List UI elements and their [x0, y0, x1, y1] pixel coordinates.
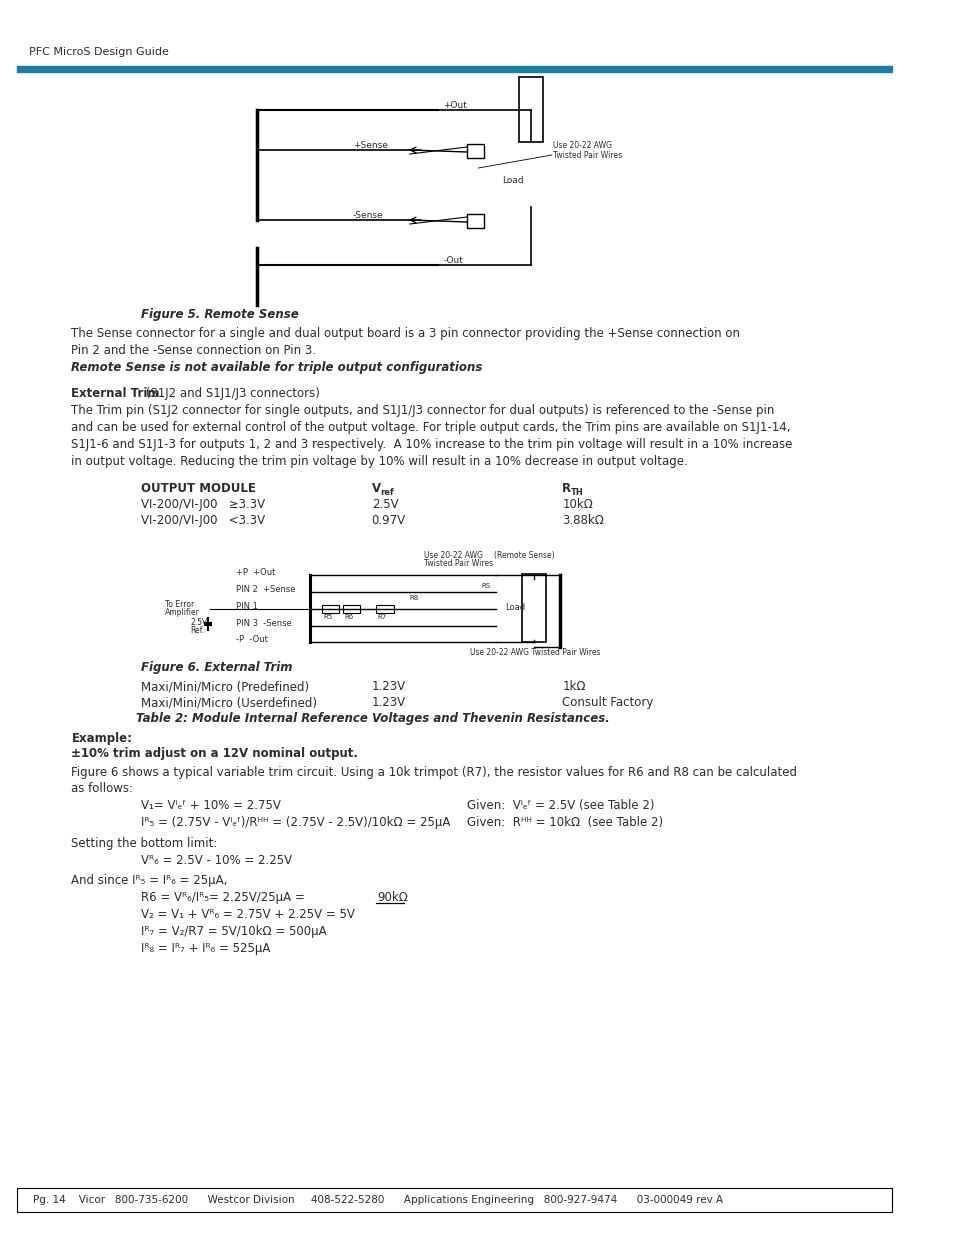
Text: Table 2: Module Internal Reference Voltages and Thevenin Resistances.: Table 2: Module Internal Reference Volta… — [136, 713, 609, 725]
Text: 2.5V: 2.5V — [191, 618, 208, 627]
Text: Consult Factory: Consult Factory — [561, 697, 653, 709]
Text: Example:: Example: — [71, 732, 132, 745]
Text: in output voltage. Reducing the trim pin voltage by 10% will result in a 10% dec: in output voltage. Reducing the trim pin… — [71, 454, 687, 468]
Text: 2.5V: 2.5V — [372, 498, 398, 511]
Text: PFC MicroS Design Guide: PFC MicroS Design Guide — [29, 47, 169, 57]
Text: Setting the bottom limit:: Setting the bottom limit: — [71, 837, 217, 850]
Bar — [518, 77, 542, 142]
Text: 1kΩ: 1kΩ — [561, 680, 585, 693]
Text: -Out: -Out — [443, 256, 462, 266]
Text: Vᴿ₆ = 2.5V - 10% = 2.25V: Vᴿ₆ = 2.5V - 10% = 2.25V — [141, 853, 292, 867]
Bar — [322, 605, 339, 613]
Text: Use 20-22 AWG Twisted Pair Wires: Use 20-22 AWG Twisted Pair Wires — [470, 648, 599, 657]
Text: (S1J2 and S1J1/J3 connectors): (S1J2 and S1J1/J3 connectors) — [142, 387, 319, 400]
Text: 10kΩ: 10kΩ — [561, 498, 593, 511]
Text: Remote Sense is not available for triple output configurations: Remote Sense is not available for triple… — [71, 361, 482, 374]
Text: Figure 6. External Trim: Figure 6. External Trim — [141, 661, 293, 674]
Text: 1.23V: 1.23V — [372, 697, 405, 709]
Text: Twisted Pair Wires: Twisted Pair Wires — [552, 151, 621, 161]
Text: R6: R6 — [344, 614, 353, 620]
Text: S1J1-6 and S1J1-3 for outputs 1, 2 and 3 respectively.  A 10% increase to the tr: S1J1-6 and S1J1-3 for outputs 1, 2 and 3… — [71, 438, 792, 451]
Text: Iᴿ₅ = (2.75V - Vⁱₑᶠ)/Rᴴᴴ = (2.75V - 2.5V)/10kΩ = 25μA: Iᴿ₅ = (2.75V - Vⁱₑᶠ)/Rᴴᴴ = (2.75V - 2.5V… — [141, 816, 450, 829]
Text: as follows:: as follows: — [71, 782, 133, 795]
Text: R: R — [561, 482, 571, 495]
Text: R5: R5 — [323, 614, 332, 620]
Text: Figure 6 shows a typical variable trim circuit. Using a 10k trimpot (R7), the re: Figure 6 shows a typical variable trim c… — [71, 766, 797, 779]
Text: VI-200/VI-J00   ≥3.3V: VI-200/VI-J00 ≥3.3V — [141, 498, 265, 511]
Bar — [521, 574, 545, 642]
Text: Load: Load — [504, 603, 525, 613]
Text: And since Iᴿ₅ = Iᴿ₆ = 25μA,: And since Iᴿ₅ = Iᴿ₆ = 25μA, — [71, 874, 228, 887]
Text: Iᴿ₈ = Iᴿ₇ + Iᴿ₆ = 525μA: Iᴿ₈ = Iᴿ₇ + Iᴿ₆ = 525μA — [141, 942, 270, 955]
Text: PIN 2  +Sense: PIN 2 +Sense — [236, 585, 295, 594]
Text: Maxi/Mini/Micro (Userdefined): Maxi/Mini/Micro (Userdefined) — [141, 697, 316, 709]
Text: Figure 5. Remote Sense: Figure 5. Remote Sense — [141, 308, 298, 321]
Bar — [467, 144, 484, 158]
Text: V: V — [372, 482, 380, 495]
Text: R8: R8 — [410, 595, 418, 601]
Bar — [17, 65, 891, 72]
Text: Iᴿ₇ = V₂/R7 = 5V/10kΩ = 500μA: Iᴿ₇ = V₂/R7 = 5V/10kΩ = 500μA — [141, 925, 326, 939]
Text: Use 20-22 AWG: Use 20-22 AWG — [424, 551, 482, 559]
Text: Given:  Rᴴᴴ = 10kΩ  (see Table 2): Given: Rᴴᴴ = 10kΩ (see Table 2) — [467, 816, 662, 829]
Text: PIN 1: PIN 1 — [236, 601, 258, 611]
Text: Amplifier: Amplifier — [165, 608, 199, 618]
Text: OUTPUT MODULE: OUTPUT MODULE — [141, 482, 255, 495]
Bar — [467, 214, 484, 228]
Text: 0.97V: 0.97V — [372, 514, 405, 527]
Text: VI-200/VI-J00   <3.3V: VI-200/VI-J00 <3.3V — [141, 514, 265, 527]
Text: V₂ = V₁ + Vᴿ₆ = 2.75V + 2.25V = 5V: V₂ = V₁ + Vᴿ₆ = 2.75V + 2.25V = 5V — [141, 908, 355, 921]
Text: RS: RS — [481, 583, 490, 589]
Text: ±10% trim adjust on a 12V nominal output.: ±10% trim adjust on a 12V nominal output… — [71, 747, 358, 760]
Text: Maxi/Mini/Micro (Predefined): Maxi/Mini/Micro (Predefined) — [141, 680, 309, 693]
Bar — [17, 1188, 891, 1212]
Text: The Trim pin (S1J2 connector for single outputs, and S1J1/J3 connector for dual : The Trim pin (S1J2 connector for single … — [71, 404, 774, 417]
Text: Ref.: Ref. — [191, 626, 205, 635]
Text: +P  +Out: +P +Out — [236, 568, 275, 577]
Text: +Sense: +Sense — [353, 141, 387, 149]
Text: (Remote Sense): (Remote Sense) — [493, 551, 554, 559]
Text: Load: Load — [501, 177, 523, 185]
Text: 3.88kΩ: 3.88kΩ — [561, 514, 603, 527]
Text: Pin 2 and the -Sense connection on Pin 3.: Pin 2 and the -Sense connection on Pin 3… — [71, 345, 316, 357]
Text: and can be used for external control of the output voltage. For triple output ca: and can be used for external control of … — [71, 421, 790, 433]
Text: External Trim: External Trim — [71, 387, 160, 400]
Text: To Error: To Error — [165, 600, 193, 609]
Text: R7: R7 — [377, 614, 386, 620]
Text: 90kΩ: 90kΩ — [377, 890, 408, 904]
Text: PIN 3  -Sense: PIN 3 -Sense — [236, 619, 292, 629]
Text: -P  -Out: -P -Out — [236, 635, 268, 643]
Text: ref: ref — [380, 488, 394, 496]
Bar — [343, 605, 360, 613]
Text: V₁= Vⁱₑᶠ + 10% = 2.75V: V₁= Vⁱₑᶠ + 10% = 2.75V — [141, 799, 280, 811]
Bar — [376, 605, 394, 613]
Text: 1.23V: 1.23V — [372, 680, 405, 693]
Text: Twisted Pair Wires: Twisted Pair Wires — [424, 559, 493, 568]
Text: +Out: +Out — [443, 101, 467, 110]
Text: TH: TH — [570, 488, 583, 496]
Text: -Sense: -Sense — [353, 211, 383, 220]
Text: Use 20-22 AWG: Use 20-22 AWG — [552, 141, 611, 149]
Text: Given:  Vⁱₑᶠ = 2.5V (see Table 2): Given: Vⁱₑᶠ = 2.5V (see Table 2) — [467, 799, 654, 811]
Text: R6 = Vᴿ₆/Iᴿ₅= 2.25V/25μA =: R6 = Vᴿ₆/Iᴿ₅= 2.25V/25μA = — [141, 890, 308, 904]
Text: Pg. 14    Vicor   800-735-6200      Westcor Division     408-522-5280      Appli: Pg. 14 Vicor 800-735-6200 Westcor Divisi… — [33, 1195, 722, 1205]
Text: The Sense connector for a single and dual output board is a 3 pin connector prov: The Sense connector for a single and dua… — [71, 327, 740, 340]
